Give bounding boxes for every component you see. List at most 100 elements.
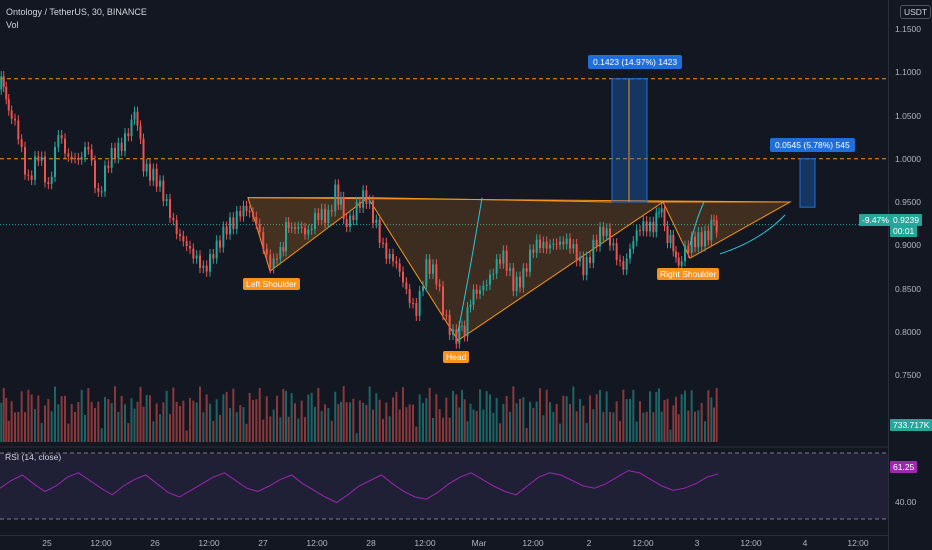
price-axis[interactable]: USDT 1.1500 1.1000 1.0500 1.0000 0.9500 0.900… — [859, 0, 932, 550]
volume-bar — [559, 423, 561, 442]
volume-bar — [575, 411, 578, 442]
candle-body — [672, 234, 675, 252]
time-axis[interactable]: 25 12:00 26 12:00 27 12:00 28 12:00 Mar 12:00 2 12:… — [0, 535, 888, 550]
volume-bar — [145, 394, 148, 442]
candle-body — [602, 227, 605, 236]
volume-bar — [700, 402, 703, 442]
time-tick: 12:00 — [632, 538, 654, 548]
volume-bar — [120, 395, 123, 442]
volume-bar — [136, 401, 139, 442]
candle-body — [155, 168, 158, 187]
candle-body — [529, 249, 531, 272]
rsi-title[interactable]: RSI (14, close) — [5, 452, 62, 462]
volume-bar — [222, 394, 225, 442]
volume-bar — [619, 421, 621, 442]
candle-body — [222, 226, 225, 248]
candle-body — [458, 325, 461, 344]
volume-bar — [365, 404, 368, 442]
candle-body — [67, 153, 70, 157]
candle-body — [97, 188, 100, 192]
candle-body — [185, 241, 188, 246]
volume-bar — [442, 417, 444, 442]
volume-bar — [579, 399, 581, 442]
volume-bar — [402, 387, 404, 442]
volume-bar — [697, 410, 700, 442]
time-tick: 12:00 — [90, 538, 112, 548]
volume-bar — [320, 411, 323, 442]
volume-bar — [37, 395, 40, 442]
volume-bar — [182, 400, 185, 442]
candle-body — [675, 251, 677, 258]
countdown-badge: 00:01 — [890, 225, 918, 237]
volume-bar — [107, 399, 110, 442]
volume-bar — [418, 394, 421, 442]
candle-body — [522, 268, 525, 288]
measure-label-2: 0.0545 (5.78%) 545 — [770, 138, 855, 152]
symbol-title[interactable]: Ontology / TetherUS, 30, BINANCE — [6, 7, 147, 17]
currency-button[interactable]: USDT — [900, 5, 932, 19]
volume-bar — [90, 401, 93, 442]
volume-bar — [565, 396, 568, 442]
candle-body — [525, 268, 528, 272]
candle-body — [469, 304, 472, 308]
time-tick: 4 — [802, 538, 808, 548]
candle-body — [572, 244, 575, 249]
volume-bar — [680, 394, 683, 442]
candle-body — [442, 286, 444, 315]
volume-bar — [285, 390, 287, 442]
candle-body — [395, 261, 398, 264]
volume-bar — [258, 388, 261, 442]
volume-bar — [205, 394, 208, 442]
candle-body — [368, 200, 371, 204]
volume-bar — [60, 396, 63, 442]
candle-body — [509, 268, 511, 271]
candle-body — [165, 199, 168, 202]
candle-body — [388, 253, 391, 259]
candle-body — [117, 142, 120, 159]
volume-bar — [195, 402, 198, 442]
candle-body — [70, 156, 73, 158]
candle-body — [690, 236, 693, 253]
volume-bar — [458, 407, 461, 442]
volume-bar — [569, 404, 571, 442]
candle-body — [542, 241, 545, 248]
candle-body — [242, 205, 245, 217]
price-chart[interactable] — [0, 0, 888, 535]
chart-area[interactable]: Ontology / TetherUS, 30, BINANCE Vol RSI… — [0, 0, 888, 535]
candle-body — [175, 220, 178, 235]
volume-bar — [34, 409, 36, 442]
candle-body — [324, 208, 326, 223]
candle-body — [297, 226, 300, 229]
volume-bar — [704, 421, 706, 442]
candle-body — [658, 212, 660, 214]
volume-bar — [324, 404, 326, 442]
volume-bar — [192, 400, 195, 442]
candle-body — [412, 303, 414, 305]
candle-body — [635, 230, 638, 242]
volume-bar — [625, 399, 628, 442]
candle-body — [195, 255, 198, 259]
candle-body — [307, 229, 310, 235]
candle-body — [199, 255, 201, 268]
candle-body — [372, 200, 374, 224]
candle-body — [569, 238, 571, 249]
candle-body — [285, 222, 287, 252]
candle-body — [152, 168, 155, 181]
candle-body — [0, 76, 3, 90]
candle-body — [645, 221, 648, 232]
candle-body — [559, 241, 561, 245]
volume-bar — [499, 423, 501, 442]
volume-bar — [609, 412, 611, 442]
volume-bar — [532, 408, 535, 442]
candle-body — [552, 243, 555, 245]
volume-bar — [248, 392, 251, 442]
volume-bar — [57, 404, 60, 442]
candle-body — [294, 227, 296, 229]
candle-body — [472, 289, 475, 305]
candle-body — [428, 259, 431, 274]
volume-bar — [455, 394, 458, 442]
candle-body — [475, 289, 478, 294]
time-tick: 12:00 — [198, 538, 220, 548]
volume-bar — [422, 402, 424, 442]
time-tick: Mar — [471, 538, 487, 548]
